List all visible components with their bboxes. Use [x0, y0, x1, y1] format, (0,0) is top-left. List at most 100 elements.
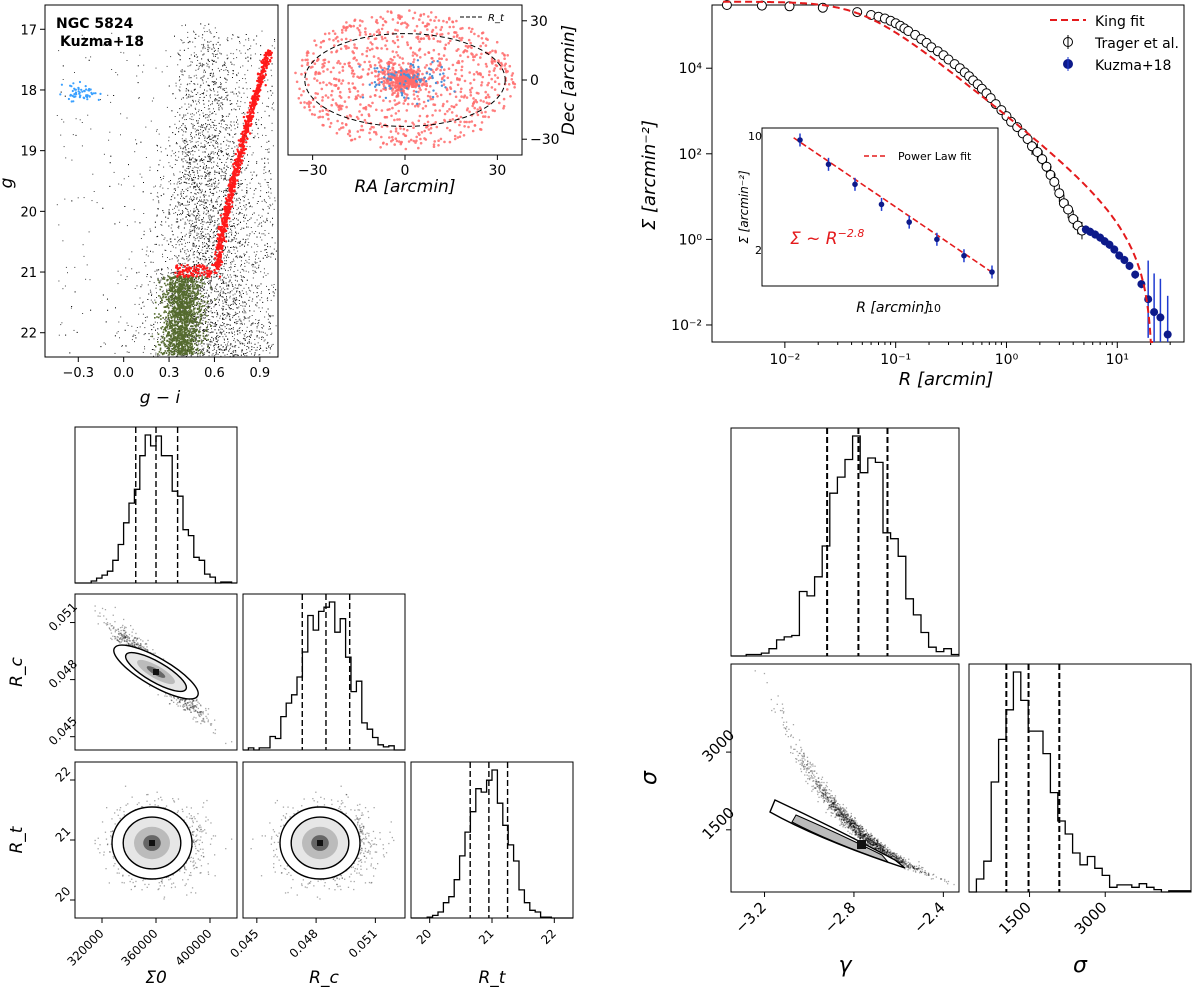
- field-star: [256, 174, 258, 176]
- field-star: [215, 240, 217, 242]
- field-star: [223, 249, 225, 251]
- field-star: [230, 207, 232, 209]
- field-star: [240, 147, 242, 149]
- field-star: [208, 311, 210, 313]
- field-star: [217, 230, 218, 232]
- field-star: [117, 74, 119, 76]
- field-star: [206, 264, 208, 266]
- field-star: [233, 154, 235, 156]
- field-star: [208, 173, 210, 175]
- field-star: [162, 178, 164, 179]
- field-star: [216, 102, 218, 104]
- field-star: [209, 88, 211, 90]
- field-star: [245, 283, 247, 285]
- field-star: [217, 91, 219, 93]
- field-star: [242, 302, 244, 304]
- field-star: [174, 349, 176, 351]
- field-star: [222, 89, 224, 91]
- field-star: [212, 151, 214, 153]
- field-star: [153, 338, 155, 340]
- field-star: [254, 339, 256, 340]
- field-star: [193, 274, 195, 276]
- field-star: [152, 251, 154, 253]
- field-star: [244, 113, 246, 115]
- field-star: [194, 145, 196, 146]
- field-star: [215, 113, 217, 115]
- field-star: [215, 337, 217, 339]
- field-star: [261, 337, 263, 339]
- field-star: [240, 294, 242, 296]
- field-star: [223, 69, 225, 71]
- field-star: [188, 201, 190, 203]
- field-star: [250, 342, 252, 344]
- field-star: [204, 278, 206, 280]
- field-star: [158, 244, 160, 246]
- field-star: [235, 321, 237, 323]
- field-star: [220, 209, 222, 211]
- field-star: [175, 255, 177, 257]
- field-star: [231, 230, 233, 232]
- field-star: [183, 239, 185, 241]
- field-star: [160, 179, 162, 181]
- field-star: [213, 215, 215, 217]
- field-star: [244, 310, 246, 312]
- field-star: [271, 344, 273, 346]
- field-star: [215, 304, 217, 305]
- field-star: [250, 57, 252, 59]
- field-star: [244, 254, 246, 255]
- field-star: [226, 179, 228, 181]
- field-star: [233, 355, 235, 357]
- field-star: [170, 250, 172, 252]
- field-star: [209, 332, 211, 334]
- field-star: [243, 343, 245, 345]
- field-star: [272, 92, 274, 94]
- field-star: [195, 245, 197, 247]
- field-star: [266, 343, 268, 345]
- field-star: [219, 315, 221, 317]
- field-star: [135, 139, 137, 141]
- field-star: [203, 46, 205, 48]
- field-star: [232, 219, 234, 221]
- field-star: [133, 209, 135, 211]
- field-star: [188, 288, 190, 290]
- field-star: [207, 63, 209, 65]
- field-star: [226, 38, 228, 40]
- field-star: [201, 65, 203, 67]
- field-star: [100, 99, 101, 101]
- field-star: [211, 275, 213, 277]
- field-star: [154, 270, 156, 272]
- field-star: [188, 90, 190, 92]
- field-star: [214, 221, 216, 223]
- field-star: [181, 159, 183, 161]
- field-star: [202, 231, 204, 233]
- field-star: [260, 250, 262, 252]
- field-star: [202, 274, 204, 276]
- field-star: [226, 257, 227, 259]
- field-star: [256, 346, 258, 348]
- field-star: [214, 337, 216, 339]
- field-star: [182, 166, 184, 168]
- field-star: [157, 150, 158, 152]
- field-star: [207, 47, 209, 49]
- field-star: [219, 324, 221, 326]
- field-star: [261, 331, 263, 333]
- field-star: [225, 263, 227, 265]
- field-star: [239, 42, 241, 44]
- field-star: [192, 298, 194, 300]
- field-star: [202, 99, 204, 101]
- field-star: [235, 231, 237, 233]
- field-star: [239, 292, 241, 294]
- field-star: [219, 295, 221, 297]
- field-star: [153, 355, 154, 357]
- field-star: [193, 177, 195, 178]
- field-star: [209, 180, 211, 182]
- field-star: [105, 343, 106, 345]
- field-star: [192, 161, 194, 163]
- field-star: [163, 238, 165, 240]
- field-star: [188, 323, 190, 325]
- field-star: [209, 61, 210, 62]
- field-star: [200, 23, 202, 25]
- field-star: [176, 270, 178, 272]
- field-star: [224, 136, 226, 138]
- field-star: [150, 291, 152, 293]
